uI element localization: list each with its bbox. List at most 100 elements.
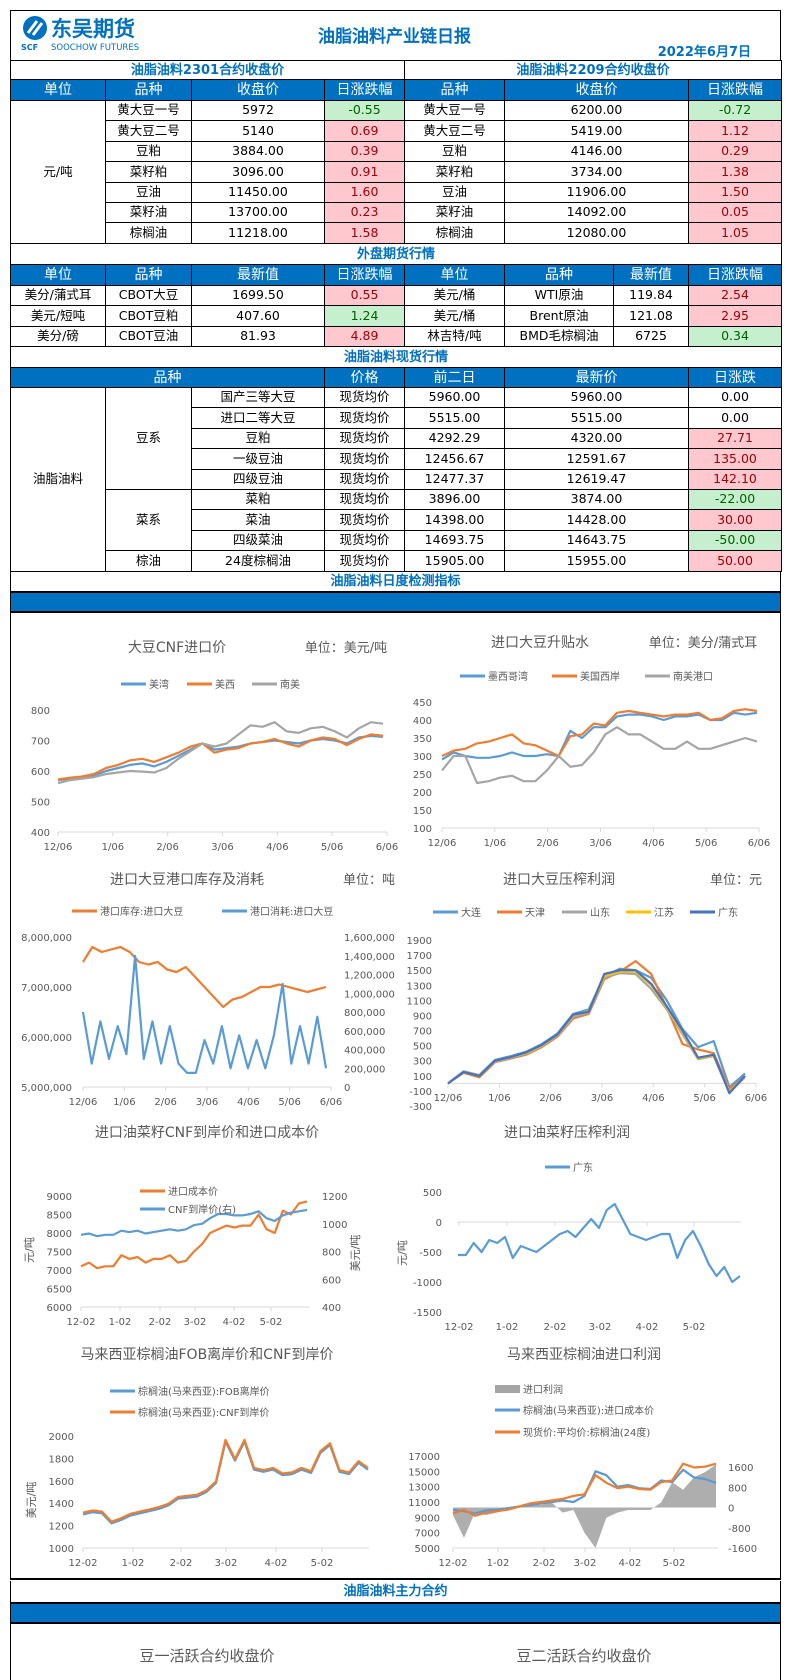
spot-market-table: 油脂油料现货行情 品种 价格 前二日 最新价 日涨跌 油脂油料 豆系 国产三等大豆 现货均价 596… [9, 346, 783, 572]
x-tick-label: 12-02 [66, 1317, 95, 1328]
close-cell: 11218.00 [191, 222, 325, 244]
x-tick-label: 12-02 [444, 1322, 473, 1333]
series-line [81, 954, 328, 1075]
group-cell: 棕油 [105, 550, 192, 572]
futures-close-table: 油脂油料2301合约收盘价 油脂油料2209合约收盘价 单位 品种 收盘价 日涨跌幅 品种收… [10, 60, 783, 244]
change-cell: 27.71 [687, 427, 783, 450]
y-tick-label: 800 [31, 706, 50, 717]
table-row: 油脂油料 豆系 国产三等大豆 现货均价 5960.00 5960.00 0.00 [10, 386, 783, 572]
y2-tick-label: 400,000 [344, 1046, 385, 1057]
x-tick-label: 5-02 [311, 1558, 334, 1569]
y-tick-label: 1700 [407, 951, 432, 962]
series-line [447, 967, 746, 1089]
legend-label: 棕榈油(马来西亚):FOB离岸价 [138, 1385, 270, 1398]
legend-label: 南美 [280, 678, 300, 691]
x-tick-label: 2/06 [536, 838, 558, 849]
price-type-cell: 现货均价 [324, 529, 405, 552]
change-cell: 0.91 [324, 161, 405, 183]
item-cell: 国产三等大豆 [191, 386, 325, 409]
chart-title: 进口油菜籽压榨利润 [504, 1124, 630, 1141]
value-cell: 407.60 [191, 305, 325, 327]
main-contract-area [10, 1623, 781, 1680]
report-header: 东吴期货 SCF SOOCHOW FUTURES [10, 10, 781, 60]
chart-title: 豆二活跃合约收盘价 [516, 1647, 652, 1665]
change-cell: 1.12 [687, 120, 783, 142]
y-tick-label: 1200 [49, 1522, 74, 1533]
y-tick-label: 7500 [47, 1248, 72, 1259]
x-tick-label: 1/06 [488, 1093, 510, 1104]
y-tick-label: 700 [413, 1027, 432, 1038]
column-header: 日涨跌幅 [324, 79, 405, 101]
item-cell: 菜粕 [191, 488, 325, 511]
table-row: 一级豆油 现货均价 12456.67 12591.67 135.00 [11, 448, 783, 470]
column-header: 最新价 [504, 367, 689, 388]
series-line [80, 1208, 308, 1238]
change-cell: 0.55 [324, 284, 405, 307]
section-band [10, 1602, 781, 1624]
y2-tick-label: 0 [728, 1504, 734, 1515]
column-header: 单位 [10, 79, 106, 101]
chart-title: 进口大豆压榨利润 [503, 871, 615, 888]
legend-label: 广东 [573, 1161, 593, 1174]
legend-label: 港口消耗:进口大豆 [250, 905, 333, 918]
chart-title: 马来西亚棕榈油进口利润 [507, 1347, 661, 1363]
x-tick-label: 12-02 [68, 1558, 97, 1569]
legend-label: 南美港口 [673, 670, 713, 683]
logo: 东吴期货 SCF SOOCHOW FUTURES [19, 13, 179, 57]
table-row: 菜油 现货均价 14398.00 14428.00 30.00 [11, 509, 783, 531]
y2-tick-label: 1,600,000 [344, 933, 395, 944]
legend-swatch [495, 1385, 520, 1393]
variety-cell: CBOT豆油 [105, 325, 192, 347]
prev-cell: 5960.00 [404, 386, 505, 409]
x-tick-label: 2-02 [544, 1322, 567, 1333]
y2-tick-label: 800,000 [344, 1008, 385, 1019]
item-cell: 24度棕榈油 [191, 550, 325, 572]
variety-cell: 菜籽粕 [105, 161, 192, 183]
legend-label: 美湾 [149, 678, 169, 691]
y2-tick-label: 1200 [322, 1192, 347, 1203]
y2-tick-label: 1600 [728, 1463, 753, 1474]
table-row: 美分/磅 CBOT豆油 81.93 4.89 林吉特/吨 BMD毛棕榈油 6725 0.34 [10, 325, 783, 347]
change-cell: 30.00 [687, 509, 783, 531]
value-cell: 81.93 [191, 325, 325, 347]
column-header: 日涨跌幅 [324, 264, 405, 286]
chart-area [10, 612, 781, 1580]
x-tick-label: 3-02 [574, 1558, 597, 1569]
change-cell: 0.34 [687, 325, 783, 347]
legend-label: 天津 [525, 907, 545, 919]
series-line [458, 1202, 741, 1284]
x-tick-label: 4-02 [636, 1322, 659, 1333]
price-type-cell: 现货均价 [324, 488, 405, 511]
x-tick-label: 5/06 [278, 1097, 300, 1108]
y2-tick-label: 600,000 [344, 1027, 385, 1038]
column-header: 品种 [404, 79, 505, 101]
report-date: 2022年6月7日 [657, 45, 751, 60]
series-line [447, 970, 746, 1093]
y-tick-label: 9000 [415, 1513, 440, 1524]
y-tick-label: 500 [423, 1188, 442, 1199]
x-tick-label: 5-02 [663, 1558, 686, 1569]
latest-cell: 5960.00 [504, 386, 689, 409]
series-line [82, 1440, 369, 1525]
chart-title: 进口大豆升贴水 [491, 635, 589, 651]
y-tick-label: 1100 [407, 996, 432, 1007]
y-tick-label: 15000 [408, 1467, 440, 1478]
y-tick-label: 250 [413, 770, 432, 781]
y-tick-label: 900 [413, 1011, 432, 1022]
table-row: 棕油 24度棕榈油 现货均价 15905.00 15955.00 50.00 [11, 550, 783, 572]
chart-unit: 单位：吨 [343, 873, 395, 888]
y2-tick-label: 800 [322, 1248, 341, 1259]
close-cell: 6200.00 [504, 99, 689, 122]
x-tick-label: 4/06 [642, 838, 664, 849]
group-cell: 菜系 [105, 488, 192, 552]
series-line [57, 721, 384, 785]
unit-cell: 元/吨 [10, 100, 106, 244]
chart-unit: 单位：美分/蒲式耳 [649, 636, 757, 651]
column-header: 日涨跌幅 [687, 264, 783, 286]
x-tick-label: 1/06 [484, 838, 506, 849]
x-tick-label: 1-02 [122, 1558, 145, 1569]
series-line [82, 1438, 369, 1523]
legend-label: 大连 [461, 906, 481, 919]
chart-unit: 单位：美元/吨 [305, 641, 387, 656]
y-tick-label: 100 [413, 1072, 432, 1083]
